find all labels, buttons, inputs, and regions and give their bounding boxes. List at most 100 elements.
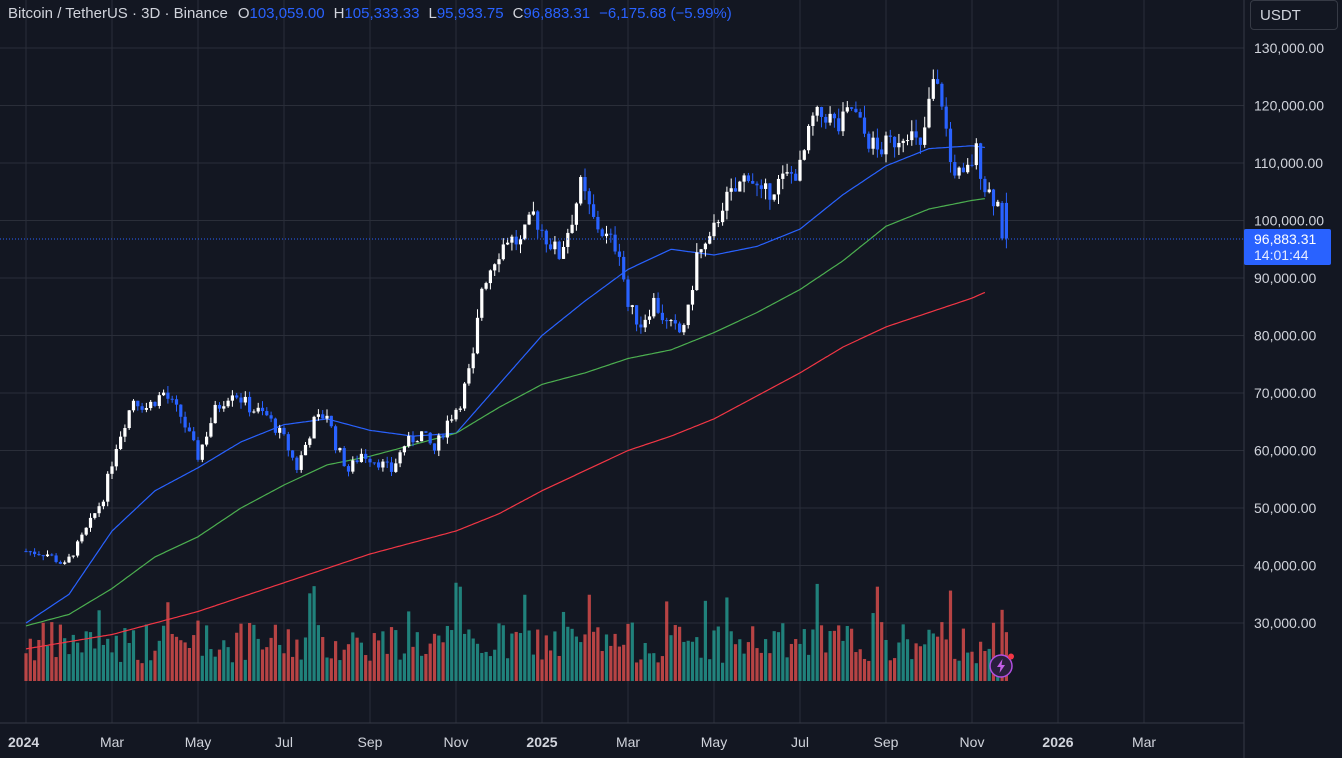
candle-body <box>746 175 750 181</box>
candle-body <box>686 304 690 326</box>
volume-bar <box>725 597 729 681</box>
volume-bar <box>88 632 93 681</box>
candle-body <box>291 450 295 458</box>
volume-bar <box>867 660 871 681</box>
candle-body <box>475 317 480 354</box>
volume-bar <box>716 626 720 681</box>
candle-body <box>884 135 888 155</box>
candle-body <box>518 239 523 245</box>
volume-bar <box>278 644 282 681</box>
close-value: 96,883.31 <box>523 5 591 22</box>
time-tick-label: Sep <box>874 734 899 750</box>
candle-body <box>329 415 333 427</box>
volume-bar <box>708 659 712 681</box>
last-price-value: 96,883.31 <box>1254 231 1317 247</box>
candle-body <box>420 431 424 442</box>
volume-bar <box>592 631 596 681</box>
volume-bar <box>226 647 230 681</box>
volume-bar <box>579 642 583 681</box>
candle-body <box>235 395 239 398</box>
candle-body <box>604 233 609 237</box>
time-tick-label: Jul <box>275 734 293 750</box>
volume-bar <box>729 631 733 681</box>
volume-bar <box>37 639 41 681</box>
volume-bar <box>991 622 996 681</box>
candle-body <box>265 411 269 416</box>
volume-bar <box>751 626 755 681</box>
volume-bar <box>746 642 750 681</box>
candle-body <box>579 177 583 204</box>
volume-bar <box>432 633 437 681</box>
candle-body <box>751 180 755 184</box>
volume-bar <box>488 656 492 681</box>
candle-body <box>716 222 720 224</box>
volume-bar <box>845 625 849 681</box>
time-tick-label: Mar <box>100 734 124 750</box>
currency-button[interactable]: USDT <box>1250 0 1338 30</box>
volume-bar <box>463 633 467 681</box>
candle-body <box>927 98 931 128</box>
volume-bar <box>888 660 892 681</box>
candle-body <box>527 214 531 225</box>
candle-body <box>295 457 299 470</box>
candle-body <box>841 111 845 132</box>
low-label: L <box>428 5 437 22</box>
candle-body <box>553 241 557 250</box>
candle-body <box>377 462 381 468</box>
candle-body <box>974 143 978 166</box>
volume-bar <box>901 624 905 681</box>
volume-bar <box>875 586 879 681</box>
price-tick-label: 40,000.00 <box>1254 558 1316 574</box>
candle-body <box>819 106 824 117</box>
volume-bar <box>862 658 867 681</box>
candle-body <box>93 513 97 518</box>
candle-body <box>174 399 179 405</box>
candle-body <box>76 541 80 556</box>
time-tick-label: May <box>185 734 211 750</box>
volume-bar <box>858 649 862 681</box>
volume-bar <box>794 639 798 681</box>
candle-body <box>609 233 613 235</box>
candle-body <box>149 401 153 409</box>
candle-body <box>415 441 419 443</box>
volume-bar <box>377 640 381 681</box>
volume-bar <box>561 611 566 681</box>
volume-bar <box>910 659 914 681</box>
candle-body <box>58 561 62 564</box>
candle-body <box>368 458 372 463</box>
candle-body <box>484 283 488 289</box>
volume-bar <box>497 623 501 681</box>
candle-body <box>196 440 200 460</box>
volume-bar <box>28 638 32 681</box>
volume-bar <box>609 645 613 681</box>
candle-body <box>665 320 669 322</box>
candle-body <box>101 501 105 507</box>
candle-body <box>828 113 832 123</box>
candle-body <box>67 556 71 563</box>
low-value: 95,933.75 <box>436 5 504 22</box>
candle-body <box>776 178 781 195</box>
candle-body <box>785 172 789 174</box>
candle-body <box>114 448 118 467</box>
lightning-alert-icon[interactable] <box>988 653 1014 679</box>
volume-bar <box>33 660 37 681</box>
volume-bar <box>772 631 776 681</box>
symbol-title[interactable]: Bitcoin / TetherUS · 3D · Binance <box>8 5 228 22</box>
volume-bar <box>411 646 415 681</box>
candle-body <box>867 133 871 149</box>
candle-body <box>458 408 462 410</box>
volume-bar <box>961 628 965 681</box>
candle-body <box>88 517 93 528</box>
volume-bar <box>222 640 226 681</box>
candle-body <box>213 404 217 424</box>
candle-body <box>794 173 798 181</box>
candle-body <box>136 400 140 407</box>
time-tick-label: Jul <box>791 734 809 750</box>
volume-bar <box>450 630 454 681</box>
volume-bar <box>58 624 62 681</box>
candle-body <box>153 401 157 406</box>
candle-body <box>871 137 875 149</box>
candle-body <box>162 392 166 396</box>
close-label: C <box>512 5 524 22</box>
